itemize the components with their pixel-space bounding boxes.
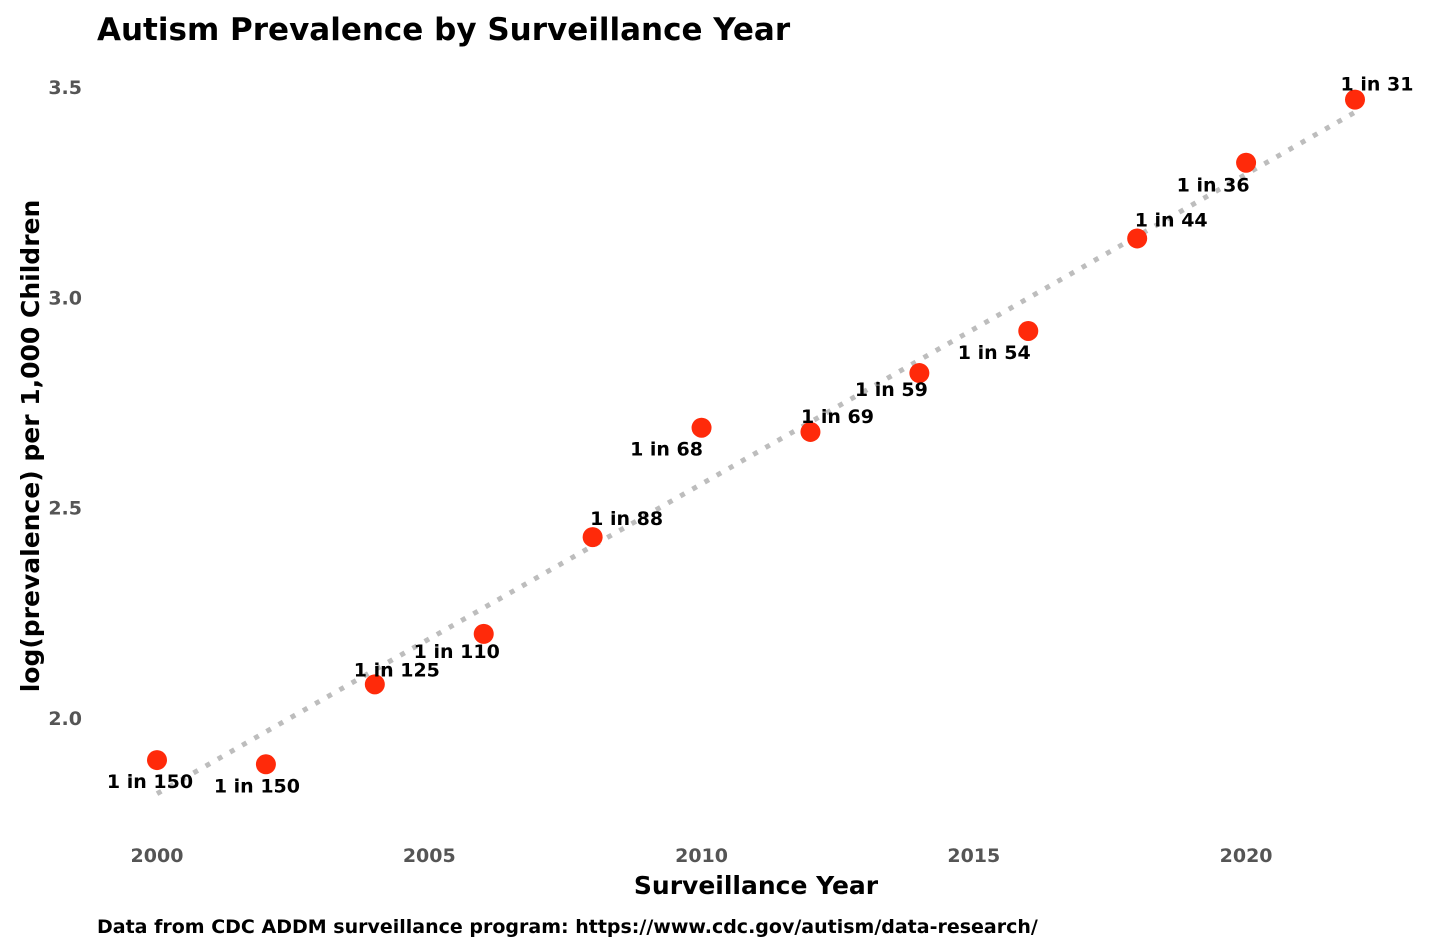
y-axis-ticks: 2.0 2.5 3.0 3.5 — [48, 77, 82, 730]
trend-line — [155, 110, 1357, 796]
y-tick-label: 2.0 — [48, 708, 82, 730]
x-tick-label: 2010 — [675, 845, 728, 867]
x-tick-label: 2000 — [131, 845, 184, 867]
data-point — [473, 623, 494, 644]
data-point — [255, 754, 276, 775]
data-point — [909, 363, 930, 384]
point-label: 1 in 110 — [414, 641, 500, 663]
data-point — [1236, 152, 1257, 173]
x-tick-label: 2005 — [403, 845, 456, 867]
y-axis-title: log(prevalence) per 1,000 Children — [16, 200, 45, 693]
chart-title: Autism Prevalence by Surveillance Year — [97, 12, 791, 48]
x-tick-label: 2020 — [1220, 845, 1273, 867]
data-point — [800, 421, 821, 442]
data-point — [1345, 89, 1365, 110]
data-point — [691, 417, 712, 438]
y-tick-label: 3.5 — [48, 77, 82, 99]
point-label: 1 in 44 — [1135, 209, 1208, 231]
point-label: 1 in 150 — [214, 775, 300, 797]
point-label: 1 in 69 — [801, 406, 874, 428]
x-axis-title: Surveillance Year — [634, 871, 879, 900]
x-axis-ticks: 2000 2005 2010 2015 2020 — [131, 845, 1273, 867]
x-tick-label: 2015 — [947, 845, 1000, 867]
trend-line-layer — [155, 110, 1357, 796]
point-label: 1 in 59 — [855, 379, 928, 401]
data-point — [582, 527, 603, 548]
data-points-layer — [147, 89, 1365, 775]
point-label: 1 in 68 — [630, 439, 703, 461]
data-point — [1018, 320, 1039, 341]
data-point — [1127, 228, 1148, 249]
point-label: 1 in 88 — [590, 508, 663, 530]
point-label: 1 in 125 — [354, 659, 440, 681]
y-tick-label: 2.5 — [48, 498, 82, 520]
source-caption: Data from CDC ADDM surveillance program:… — [97, 916, 1038, 938]
data-point — [364, 674, 385, 695]
point-label: 1 in 54 — [958, 342, 1031, 364]
point-label: 1 in 36 — [1177, 175, 1250, 197]
point-label: 1 in 31 — [1341, 74, 1414, 96]
point-label: 1 in 150 — [107, 771, 193, 793]
data-point — [147, 750, 167, 771]
y-tick-label: 3.0 — [48, 287, 82, 309]
